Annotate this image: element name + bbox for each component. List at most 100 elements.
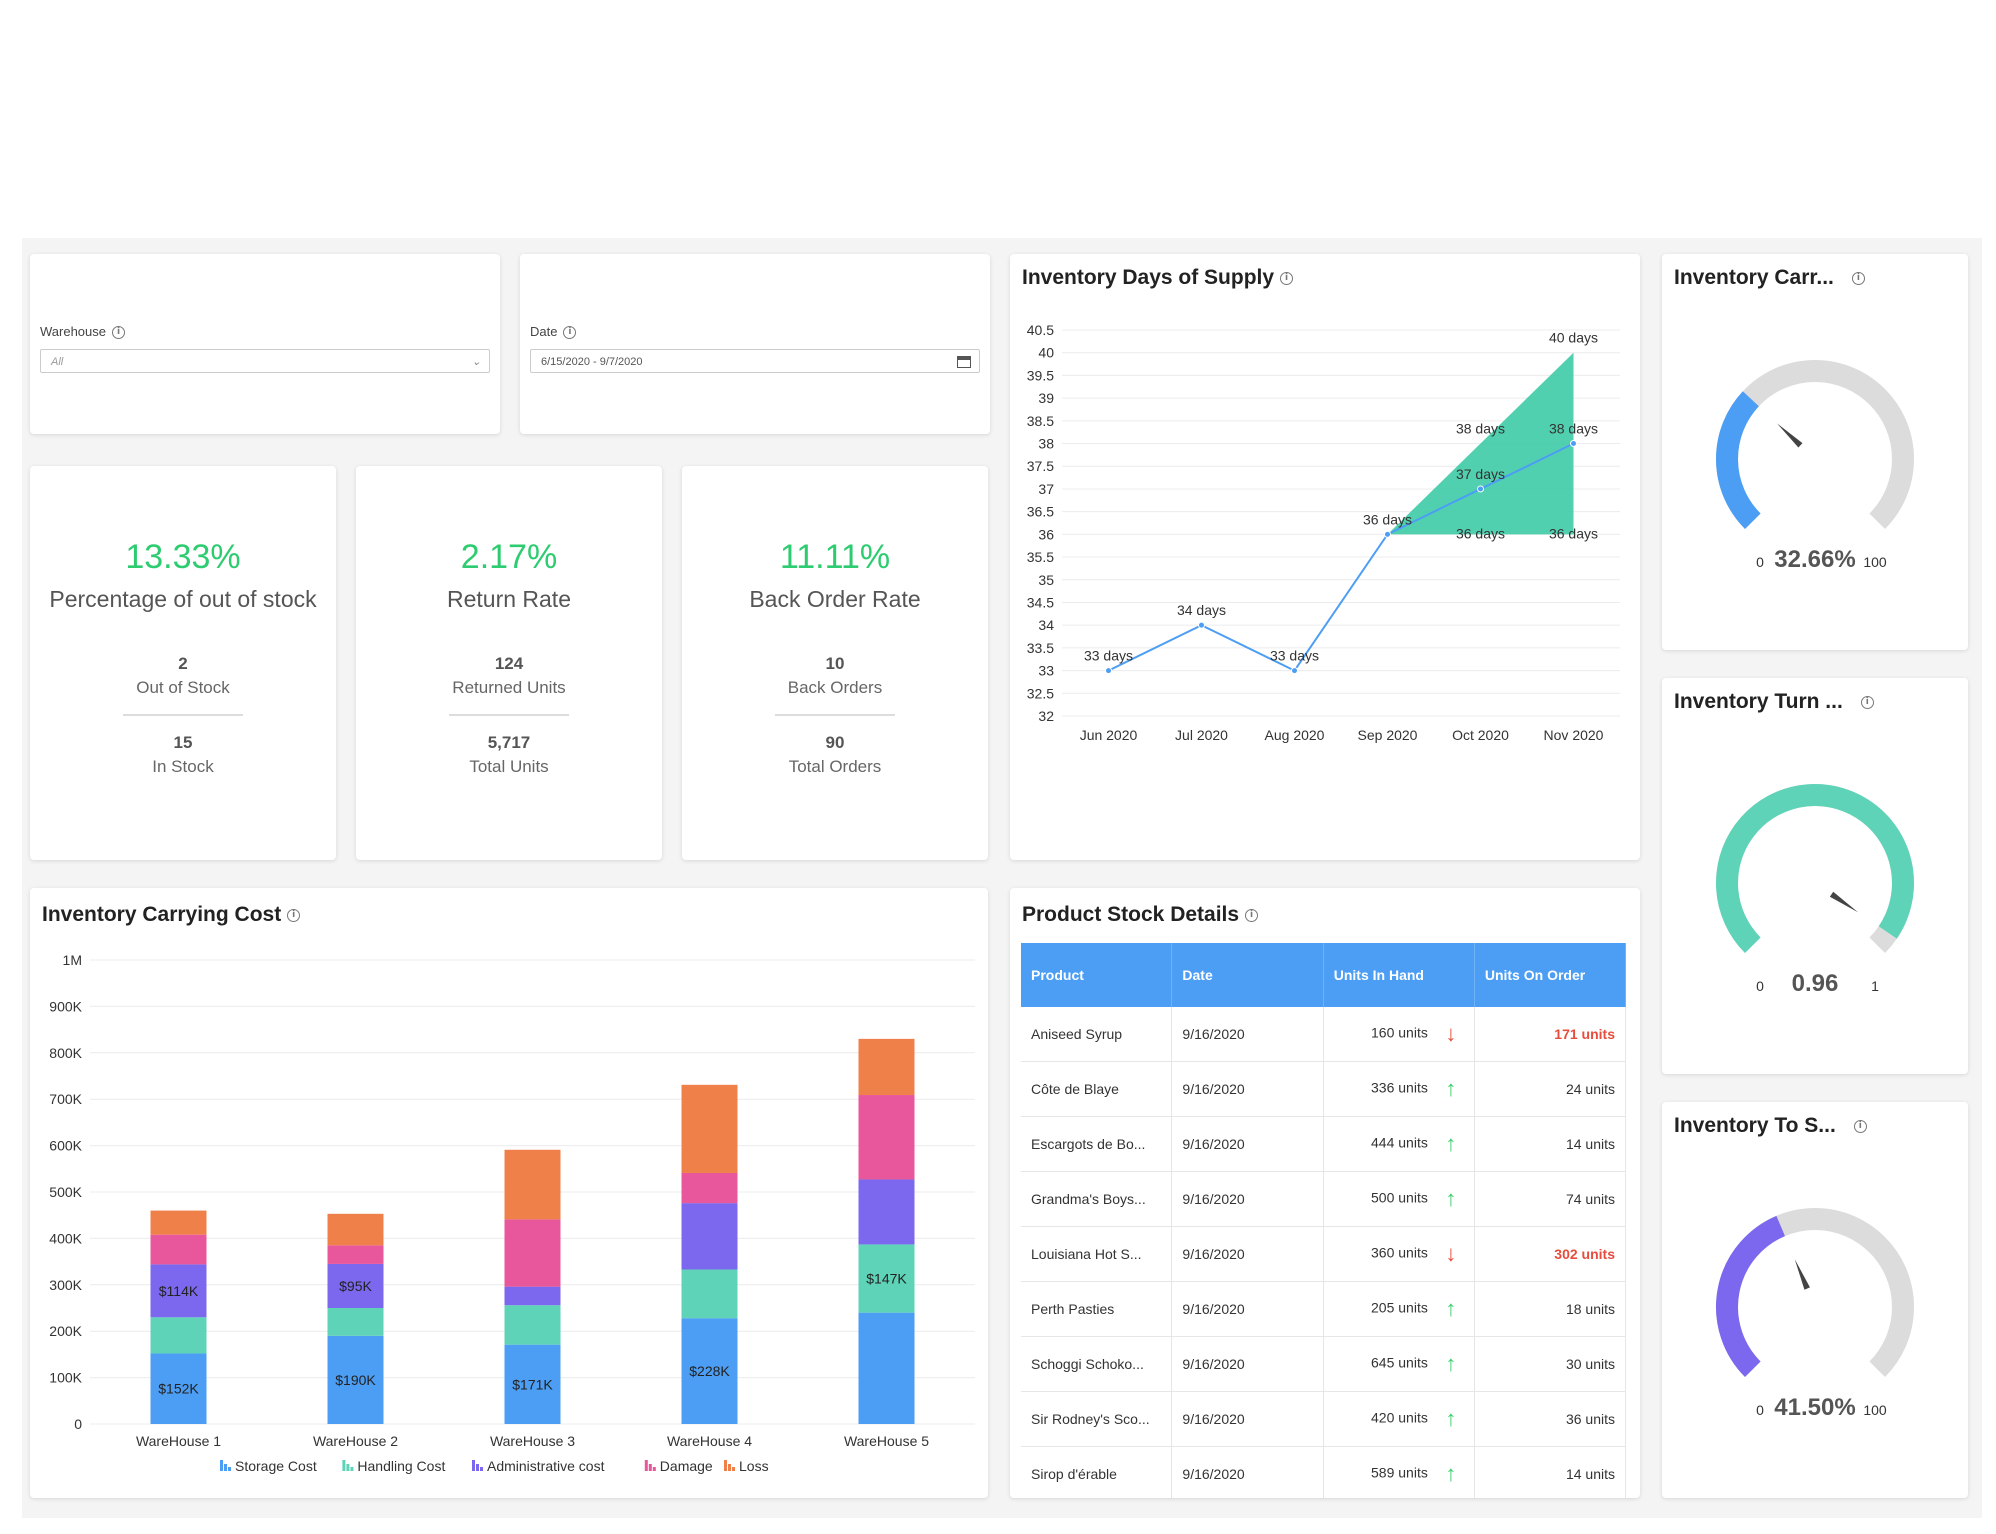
bar-segment[interactable]: [327, 1263, 384, 1308]
date-range-input[interactable]: 6/15/2020 - 9/7/2020: [530, 349, 980, 373]
legend-swatch: [724, 1460, 727, 1471]
data-point[interactable]: [1291, 667, 1298, 675]
x-tick-label: Jul 2020: [1175, 727, 1228, 743]
info-icon[interactable]: i: [1245, 908, 1259, 922]
product-cell: Grandma's Boys...: [1021, 1171, 1173, 1227]
bar-segment[interactable]: [504, 1286, 561, 1306]
info-icon[interactable]: i: [1851, 271, 1865, 285]
bar-segment[interactable]: [858, 1312, 915, 1424]
gauge-card-to-sales: Inventory To S... i 0 41.50% 100: [1662, 1102, 1968, 1498]
table-row[interactable]: Escargots de Bo... 9/16/2020 444 units ↑ 14 …: [1021, 1116, 1627, 1172]
bar-label: $147K: [866, 1271, 907, 1287]
data-point[interactable]: [1570, 440, 1577, 448]
table-row[interactable]: Côte de Blaye 9/16/2020 336 units ↑ 24 units: [1021, 1061, 1627, 1117]
data-point[interactable]: [1477, 485, 1484, 493]
bar-segment[interactable]: [681, 1318, 738, 1424]
units-in-hand-value: 645 units: [1371, 1354, 1428, 1371]
bar-segment[interactable]: [858, 1095, 915, 1180]
gauge-needle: [1794, 1259, 1810, 1290]
bar-segment[interactable]: [327, 1308, 384, 1336]
product-cell: Sir Rodney's Sco...: [1021, 1391, 1173, 1447]
info-icon[interactable]: i: [1280, 271, 1294, 285]
data-point[interactable]: [1384, 530, 1391, 538]
legend-item[interactable]: Loss: [724, 1458, 769, 1474]
table-row[interactable]: Sirop d'érable 9/16/2020 589 units ↑ 14 unit…: [1021, 1446, 1627, 1498]
bar-segment[interactable]: [150, 1234, 207, 1265]
legend-item[interactable]: Damage: [644, 1458, 713, 1474]
bar-segment[interactable]: [327, 1335, 384, 1424]
bar-segment[interactable]: [681, 1203, 738, 1270]
y-tick-label: 40.5: [1027, 322, 1054, 338]
bar-segment[interactable]: [681, 1084, 738, 1173]
bar-segment[interactable]: [504, 1344, 561, 1424]
gauge-fill: [1716, 391, 1761, 529]
bar-segment[interactable]: [150, 1317, 207, 1354]
arrow-up-icon: ↑: [1445, 1131, 1457, 1156]
table-row[interactable]: Louisiana Hot S... 9/16/2020 360 units ↓ 302…: [1021, 1226, 1627, 1282]
table-row[interactable]: Aniseed Syrup 9/16/2020 160 units ↓ 171 unit…: [1021, 1007, 1627, 1062]
gauge-fill: [1716, 1215, 1786, 1377]
legend-label: Handling Cost: [357, 1458, 445, 1474]
table-header-row: Product Date Units In Hand Units On Orde…: [1021, 943, 1627, 1007]
bar-segment[interactable]: [858, 1179, 915, 1245]
arrow-up-icon: ↑: [1445, 1186, 1457, 1211]
kpi-out-of-stock: 13.33% Percentage of out of stock 2 Out …: [30, 466, 336, 860]
bar-label: $152K: [158, 1381, 199, 1397]
data-point[interactable]: [1198, 621, 1205, 629]
kpi-label: Return Rate: [446, 586, 571, 612]
bar-segment[interactable]: [504, 1149, 561, 1220]
warehouse-filter-label: Warehouse i: [40, 324, 125, 340]
bar-segment[interactable]: [327, 1245, 384, 1264]
column-header-date[interactable]: Date: [1171, 943, 1324, 1007]
info-icon[interactable]: i: [563, 326, 577, 340]
bar-segment[interactable]: [681, 1172, 738, 1204]
bar-segment[interactable]: [858, 1244, 915, 1313]
info-icon[interactable]: i: [1853, 1119, 1867, 1133]
product-cell: Perth Pasties: [1021, 1281, 1173, 1337]
bar-segment[interactable]: [504, 1219, 561, 1287]
data-point[interactable]: [1105, 667, 1112, 675]
kpi-sublabel: Returned Units: [452, 678, 566, 697]
bar-label: $171K: [512, 1376, 553, 1392]
bar-segment[interactable]: [504, 1305, 561, 1345]
y-tick-label: 200K: [49, 1323, 82, 1339]
table-row[interactable]: Perth Pasties 9/16/2020 205 units ↑ 18 units: [1021, 1281, 1627, 1337]
column-header-units-in-hand[interactable]: Units In Hand: [1323, 943, 1475, 1007]
bar-segment[interactable]: [150, 1210, 207, 1235]
table-row[interactable]: Sir Rodney's Sco... 9/16/2020 420 units ↑ 36…: [1021, 1391, 1627, 1447]
date-cell: 9/16/2020: [1171, 1171, 1324, 1227]
table-row[interactable]: Schoggi Schoko... 9/16/2020 645 units ↑ 30 u…: [1021, 1336, 1627, 1392]
table-row[interactable]: Grandma's Boys... 9/16/2020 500 units ↑ 74 u…: [1021, 1171, 1627, 1227]
units-in-hand-cell: 420 units ↑: [1323, 1391, 1475, 1447]
warehouse-dropdown[interactable]: All ⌄: [40, 349, 490, 373]
info-icon[interactable]: i: [287, 908, 301, 922]
info-icon[interactable]: i: [112, 326, 125, 340]
data-label: 33 days: [1270, 648, 1319, 664]
x-tick-label: Jun 2020: [1080, 727, 1138, 743]
units-on-order-cell: 18 units: [1474, 1281, 1627, 1337]
legend-item[interactable]: Administrative cost: [472, 1458, 605, 1474]
y-tick-label: 40: [1038, 345, 1054, 361]
legend-swatch: [648, 1464, 652, 1471]
kpi-value: 10: [825, 654, 845, 673]
bar-segment[interactable]: [681, 1269, 738, 1319]
column-header-units-on-order[interactable]: Units On Order: [1474, 943, 1627, 1007]
y-tick-label: 36.5: [1027, 504, 1054, 520]
kpi-percent: 13.33%: [125, 538, 241, 576]
bar-segment[interactable]: [150, 1353, 207, 1424]
arrow-up-icon: ↑: [1445, 1461, 1457, 1486]
arrow-up-icon: ↑: [1445, 1406, 1457, 1431]
kpi-sublabel: Total Orders: [788, 757, 882, 776]
column-header-product[interactable]: Product: [1021, 943, 1173, 1007]
legend-item[interactable]: Handling Cost: [342, 1458, 445, 1474]
units-in-hand-cell: 336 units ↑: [1323, 1061, 1475, 1117]
info-icon[interactable]: i: [1860, 695, 1874, 709]
gauge-needle: [1777, 423, 1803, 448]
bar-segment[interactable]: [327, 1213, 384, 1246]
calendar-icon[interactable]: [957, 356, 971, 368]
y-tick-label: 500K: [49, 1184, 82, 1200]
bar-segment[interactable]: [858, 1038, 915, 1096]
bar-segment[interactable]: [150, 1264, 207, 1318]
units-in-hand-cell: 360 units ↓: [1323, 1226, 1475, 1282]
legend-item[interactable]: Storage Cost: [220, 1458, 317, 1474]
